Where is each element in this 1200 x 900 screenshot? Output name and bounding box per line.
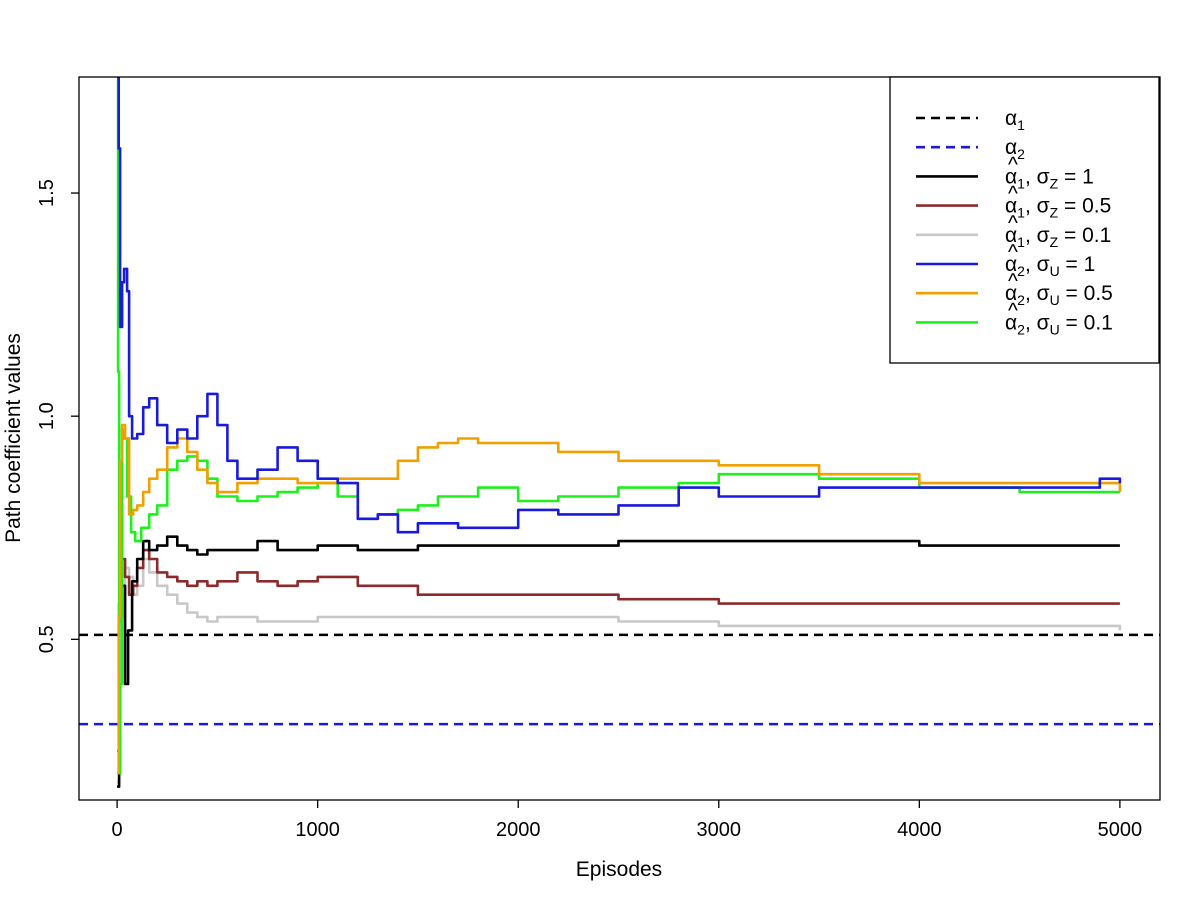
legend-item: α1 — [916, 107, 1025, 133]
x-tick-label: 2000 — [496, 819, 541, 841]
legend-item: α1, σZ = 1^ — [916, 153, 1094, 191]
series-line-4 — [117, 77, 1122, 534]
legend-item: α2, σU = 1^ — [916, 241, 1095, 279]
legend-hat: ^ — [1008, 241, 1018, 264]
y-tick-label: 0.5 — [36, 625, 58, 653]
x-tick-label: 1000 — [295, 819, 340, 841]
legend-item: α2, σU = 0.1^ — [916, 299, 1113, 337]
series-lines — [116, 77, 1122, 788]
x-tick-label: 4000 — [897, 819, 942, 841]
legend-hat: ^ — [1008, 212, 1018, 235]
series-line-5 — [117, 423, 1122, 775]
legend-hat: ^ — [1008, 183, 1018, 206]
series-line-1 — [117, 535, 1120, 788]
legend-label: α2 — [1005, 136, 1025, 162]
legend-label: α1, σZ = 0.5 — [1005, 195, 1111, 221]
legend-item: α2 — [916, 136, 1025, 162]
legend-label: α1 — [1005, 107, 1025, 133]
x-tick-label: 5000 — [1098, 819, 1143, 841]
legend-item: α2, σU = 0.5^ — [916, 270, 1113, 308]
x-tick-label: 0 — [112, 819, 123, 841]
x-axis: 0 1000 2000 3000 4000 5000 — [112, 800, 1143, 841]
reference-lines — [79, 633, 1160, 726]
legend-label: α1, σZ = 0.1 — [1005, 224, 1111, 250]
x-tick-label: 3000 — [697, 819, 742, 841]
x-axis-title: Episodes — [576, 858, 662, 881]
legend-label: α2, σU = 1 — [1005, 253, 1095, 279]
legend-label: α2, σU = 0.1 — [1005, 311, 1113, 337]
y-tick-label: 1.0 — [36, 402, 58, 430]
plot-frame — [78, 76, 1161, 801]
legend-hat: ^ — [1008, 270, 1018, 293]
legend-item: α1, σZ = 0.5^ — [916, 183, 1111, 221]
legend-label: α2, σU = 0.5 — [1005, 282, 1113, 308]
legend-box — [889, 76, 1160, 364]
y-tick-label: 1.5 — [36, 179, 58, 207]
legend-hat: ^ — [1008, 153, 1018, 176]
legend-label: α1, σZ = 1 — [1005, 165, 1094, 191]
legend-item: α1, σZ = 0.1^ — [916, 212, 1111, 250]
y-axis-title: Path coefficient values — [2, 333, 25, 543]
y-axis: 0.5 1.0 1.5 — [36, 179, 79, 653]
legend-hat: ^ — [1008, 299, 1018, 322]
